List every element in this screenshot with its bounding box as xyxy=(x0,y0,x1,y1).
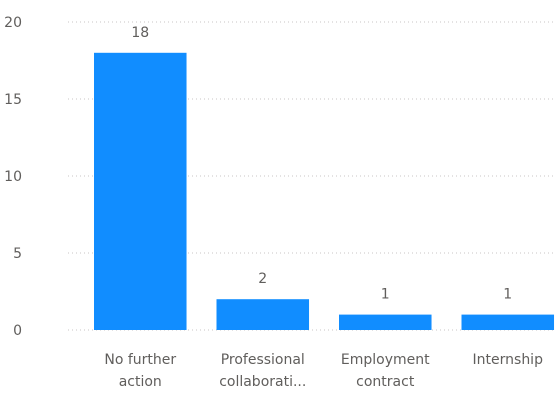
x-axis: No further action Professional collaborati.… xyxy=(104,352,543,390)
x-tick-label: Employment xyxy=(341,352,430,368)
x-tick-label: collaborati... xyxy=(219,374,306,390)
data-labels: 18 2 1 1 xyxy=(131,25,512,303)
bar-0 xyxy=(94,52,187,331)
x-tick-label: Professional xyxy=(221,352,305,368)
x-tick-label: No further xyxy=(104,352,176,368)
bar-2 xyxy=(339,314,432,330)
y-tick-label: 15 xyxy=(4,92,22,108)
y-tick-label: 0 xyxy=(13,323,22,339)
y-tick-label: 5 xyxy=(13,246,22,262)
x-tick-label: contract xyxy=(356,374,415,390)
bars xyxy=(94,52,555,331)
data-label: 18 xyxy=(131,25,149,41)
x-tick-label: Internship xyxy=(473,352,544,368)
y-tick-label: 10 xyxy=(4,169,22,185)
bar-3 xyxy=(461,314,555,330)
data-label: 1 xyxy=(503,287,512,303)
data-label: 1 xyxy=(381,287,390,303)
x-tick-label: action xyxy=(119,374,162,390)
data-label: 2 xyxy=(258,271,267,287)
y-axis: 0 5 10 15 20 xyxy=(4,15,22,339)
y-tick-label: 20 xyxy=(4,15,22,31)
bar-1 xyxy=(216,299,310,330)
